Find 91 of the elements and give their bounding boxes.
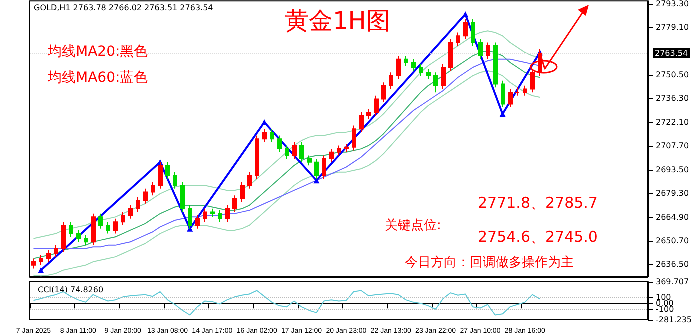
- candlestick: [337, 145, 341, 156]
- candlestick: [396, 56, 401, 80]
- candlestick: [195, 215, 200, 230]
- annotation: 均线MA60:蓝色: [47, 70, 148, 86]
- candlestick: [106, 222, 110, 234]
- y-tick-label: -100: [656, 304, 674, 314]
- point: [500, 111, 506, 118]
- candlestick: [419, 64, 423, 76]
- annotation: 今日方向：回调做多操作为主: [405, 254, 574, 270]
- candlestick: [299, 142, 304, 163]
- y-tick-label: 369.707: [656, 278, 690, 286]
- candlestick: [366, 108, 371, 120]
- y-tick-label: 2636.50: [656, 260, 690, 270]
- candlestick: [471, 18, 475, 47]
- candlestick: [39, 254, 43, 266]
- candlestick: [98, 213, 103, 230]
- y-tick-label: 2650.70: [656, 236, 690, 246]
- candlestick: [344, 144, 349, 153]
- candlestick: [54, 244, 58, 258]
- candlestick: [381, 82, 386, 104]
- y-tick-label: 2679.30: [656, 188, 690, 198]
- candlestick: [508, 88, 513, 108]
- candlestick: [486, 42, 490, 60]
- candlestick: [329, 148, 334, 163]
- y-tick-label: -281.235: [656, 316, 692, 324]
- candlestick: [91, 213, 96, 246]
- chart-title: 黄金1H图: [285, 7, 390, 35]
- y-tick-label: 2693.50: [656, 165, 690, 174]
- y-tick-label: 2750.50: [656, 70, 690, 80]
- candlestick: [151, 182, 155, 196]
- candlestick: [240, 182, 245, 203]
- candlestick: [292, 142, 297, 160]
- candlestick: [121, 212, 125, 226]
- candlestick: [232, 195, 237, 213]
- y-tick-label: 2722.10: [656, 118, 690, 127]
- candlestick: [203, 208, 207, 223]
- chart-subtitle: GOLD,H1 2763.78 2766.02 2763.51 2763.54: [34, 4, 214, 12]
- candlestick: [433, 72, 438, 94]
- candlestick: [143, 188, 148, 204]
- candlestick: [411, 58, 416, 72]
- candlestick: [218, 210, 222, 223]
- candlestick: [501, 80, 505, 108]
- candlestick: [128, 205, 133, 220]
- candlestick: [463, 18, 468, 40]
- candlestick: [374, 95, 379, 116]
- candlestick: [441, 64, 446, 90]
- candlestick: [113, 218, 118, 234]
- annotation: 2754.6、2745.0: [478, 228, 598, 246]
- ref-line-label: 2763.54: [655, 48, 688, 58]
- candlestick: [448, 38, 453, 72]
- point: [38, 267, 44, 274]
- candlestick: [493, 42, 498, 88]
- candlestick: [69, 222, 73, 238]
- candlestick: [61, 222, 66, 253]
- candlestick: [530, 68, 535, 94]
- candlestick: [76, 230, 81, 243]
- candlestick: [307, 155, 312, 166]
- candlestick: [322, 155, 326, 180]
- candlestick: [46, 250, 51, 263]
- candlestick: [456, 32, 460, 47]
- candlestick: [277, 135, 282, 153]
- chart-title: CCI(14) 74.8260: [38, 286, 104, 294]
- y-tick-label: 2664.90: [656, 212, 690, 222]
- candlestick: [404, 56, 408, 66]
- candlestick: [255, 135, 259, 180]
- candlestick: [270, 128, 274, 143]
- annotation: 关键点位:: [385, 218, 442, 234]
- candlestick: [210, 208, 215, 218]
- candlestick: [389, 72, 393, 90]
- candlestick: [136, 196, 140, 213]
- candlestick: [359, 112, 364, 133]
- candlestick: [173, 172, 177, 190]
- y-tick-label: 2707.70: [656, 142, 690, 151]
- candlestick: [478, 38, 483, 60]
- y-tick-label: 2793.30: [656, 0, 690, 8]
- annotation: 2771.8、2785.7: [478, 194, 598, 212]
- annotation: 均线MA20:黑色: [47, 44, 148, 60]
- candlestick: [225, 205, 230, 223]
- candlestick: [31, 258, 36, 270]
- candlestick: [247, 172, 252, 190]
- candlestick: [262, 128, 267, 143]
- candlestick: [84, 234, 88, 246]
- candlestick: [165, 162, 170, 180]
- y-tick-label: 2779.10: [656, 23, 690, 32]
- y-tick-label: 2736.30: [656, 94, 690, 104]
- candlestick: [285, 145, 289, 160]
- candlestick: [426, 68, 431, 80]
- candlestick: [523, 85, 527, 96]
- candlestick: [180, 182, 185, 213]
- candlestick: [515, 87, 520, 96]
- candlestick: [352, 125, 356, 152]
